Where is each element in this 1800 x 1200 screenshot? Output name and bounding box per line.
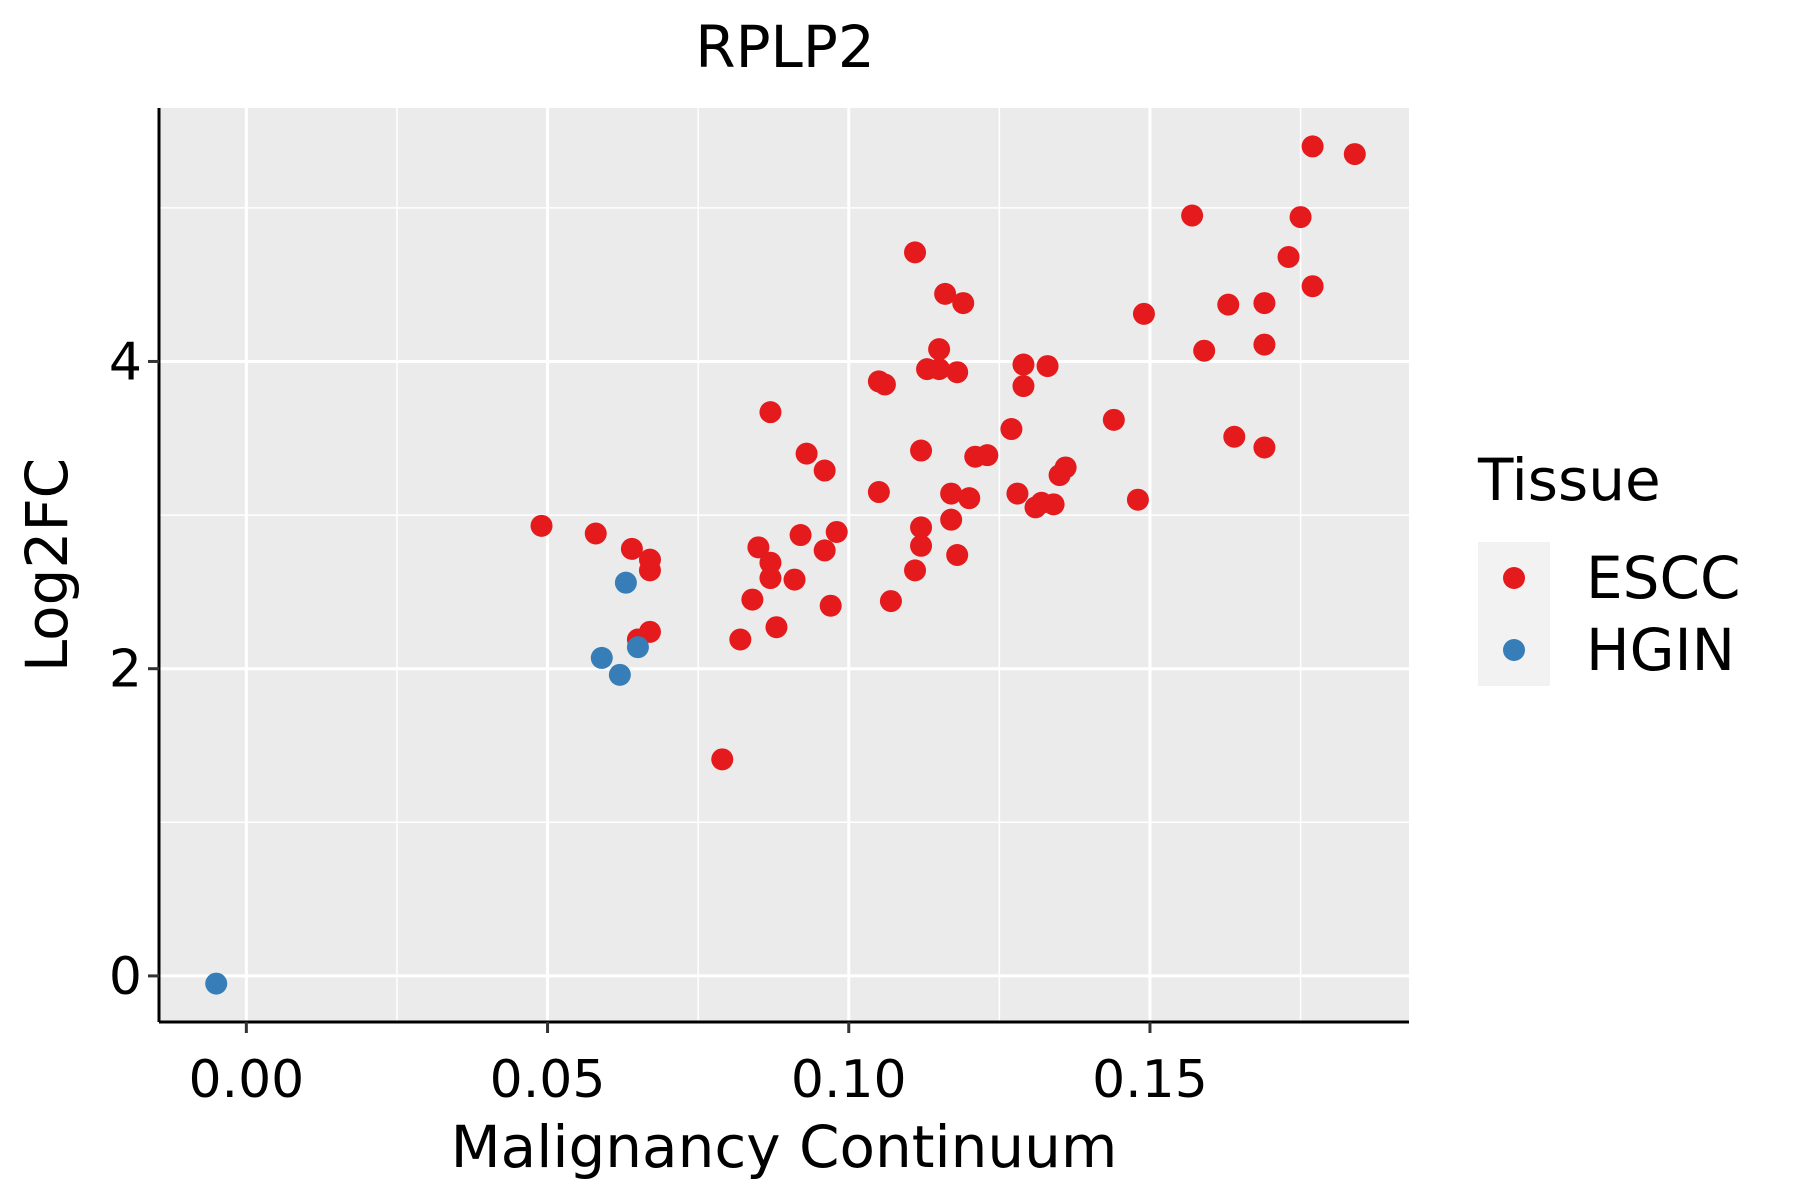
data-point-escc <box>789 524 812 547</box>
data-point-escc <box>795 442 818 465</box>
data-point-escc <box>783 568 806 591</box>
data-point-escc <box>952 292 975 315</box>
data-point-escc <box>741 588 764 611</box>
data-point-escc <box>1343 143 1366 166</box>
data-point-escc <box>1277 246 1300 269</box>
y-tick-label: 4 <box>109 332 142 392</box>
data-point-escc <box>825 520 848 543</box>
data-point-escc <box>946 361 969 384</box>
x-tick-label: 0.05 <box>490 1050 606 1110</box>
data-point-escc <box>904 559 927 582</box>
data-point-escc <box>530 514 553 537</box>
data-point-escc <box>729 628 752 651</box>
x-axis-ticks: 0.00 0.05 0.10 0.15 <box>188 1022 1208 1110</box>
legend-title: Tissue <box>1477 446 1661 514</box>
data-point-escc <box>813 459 836 482</box>
legend-label-hgin: HGIN <box>1586 616 1735 684</box>
data-point-escc <box>1223 425 1246 448</box>
data-point-escc <box>946 544 969 567</box>
data-point-escc <box>747 536 770 559</box>
data-point-escc <box>1054 456 1077 479</box>
data-point-escc <box>1000 418 1023 441</box>
data-point-escc <box>934 282 957 305</box>
y-axis-ticks: 0 2 4 <box>109 332 159 1007</box>
legend-key-hgin <box>1503 639 1525 661</box>
data-point-escc <box>711 748 734 771</box>
data-point-escc <box>638 559 661 582</box>
x-tick-label: 0.15 <box>1092 1050 1208 1110</box>
data-point-escc <box>1301 135 1324 158</box>
grid-major <box>159 108 1409 1022</box>
data-points <box>205 135 1366 995</box>
data-point-escc <box>873 373 896 396</box>
data-point-hgin <box>205 972 228 995</box>
legend-label-escc: ESCC <box>1586 544 1740 612</box>
legend-key-escc <box>1503 567 1525 589</box>
data-point-escc <box>1102 408 1125 431</box>
data-point-escc <box>1036 355 1059 378</box>
data-point-escc <box>819 594 842 617</box>
data-point-escc <box>976 444 999 467</box>
data-point-escc <box>910 516 933 539</box>
data-point-escc <box>1301 275 1324 298</box>
data-point-escc <box>1289 206 1312 229</box>
data-point-escc <box>958 487 981 510</box>
data-point-escc <box>1253 292 1276 315</box>
y-axis-label: Log2FC <box>13 458 81 672</box>
data-point-escc <box>759 401 782 424</box>
data-point-escc <box>1126 488 1149 511</box>
data-point-escc <box>1132 302 1155 325</box>
data-point-escc <box>1217 293 1240 316</box>
data-point-escc <box>620 537 643 560</box>
data-point-escc <box>1042 493 1065 516</box>
data-point-escc <box>638 620 661 643</box>
y-tick-label: 2 <box>109 640 142 700</box>
data-point-escc <box>940 508 963 531</box>
data-point-escc <box>928 338 951 361</box>
plot-panel <box>159 108 1409 1022</box>
data-point-escc <box>759 551 782 574</box>
data-point-escc <box>584 522 607 545</box>
data-point-hgin <box>590 646 613 669</box>
data-point-hgin <box>626 636 649 659</box>
data-point-escc <box>765 616 788 639</box>
x-tick-label: 0.00 <box>188 1050 304 1110</box>
data-point-escc <box>910 439 933 462</box>
data-point-escc <box>813 539 836 562</box>
data-point-escc <box>1006 482 1029 505</box>
data-point-escc <box>1253 436 1276 459</box>
data-point-escc <box>1253 333 1276 356</box>
data-point-escc <box>928 358 951 381</box>
data-point-escc <box>910 534 933 557</box>
data-point-escc <box>1012 353 1035 376</box>
x-axis-label: Malignancy Continuum <box>451 1113 1118 1181</box>
grid-minor <box>159 108 1409 1022</box>
chart-title: RPLP2 <box>695 13 874 81</box>
data-point-escc <box>1012 375 1035 398</box>
data-point-escc <box>879 590 902 613</box>
data-point-escc <box>759 567 782 590</box>
data-point-escc <box>867 481 890 504</box>
data-point-escc <box>940 482 963 505</box>
data-point-hgin <box>608 663 631 686</box>
data-point-escc <box>904 241 927 264</box>
x-tick-label: 0.10 <box>791 1050 907 1110</box>
y-tick-label: 0 <box>109 947 142 1007</box>
data-point-escc <box>1193 339 1216 362</box>
data-point-escc <box>1181 204 1204 227</box>
data-point-hgin <box>614 571 637 594</box>
legend-key-background <box>1478 542 1550 686</box>
